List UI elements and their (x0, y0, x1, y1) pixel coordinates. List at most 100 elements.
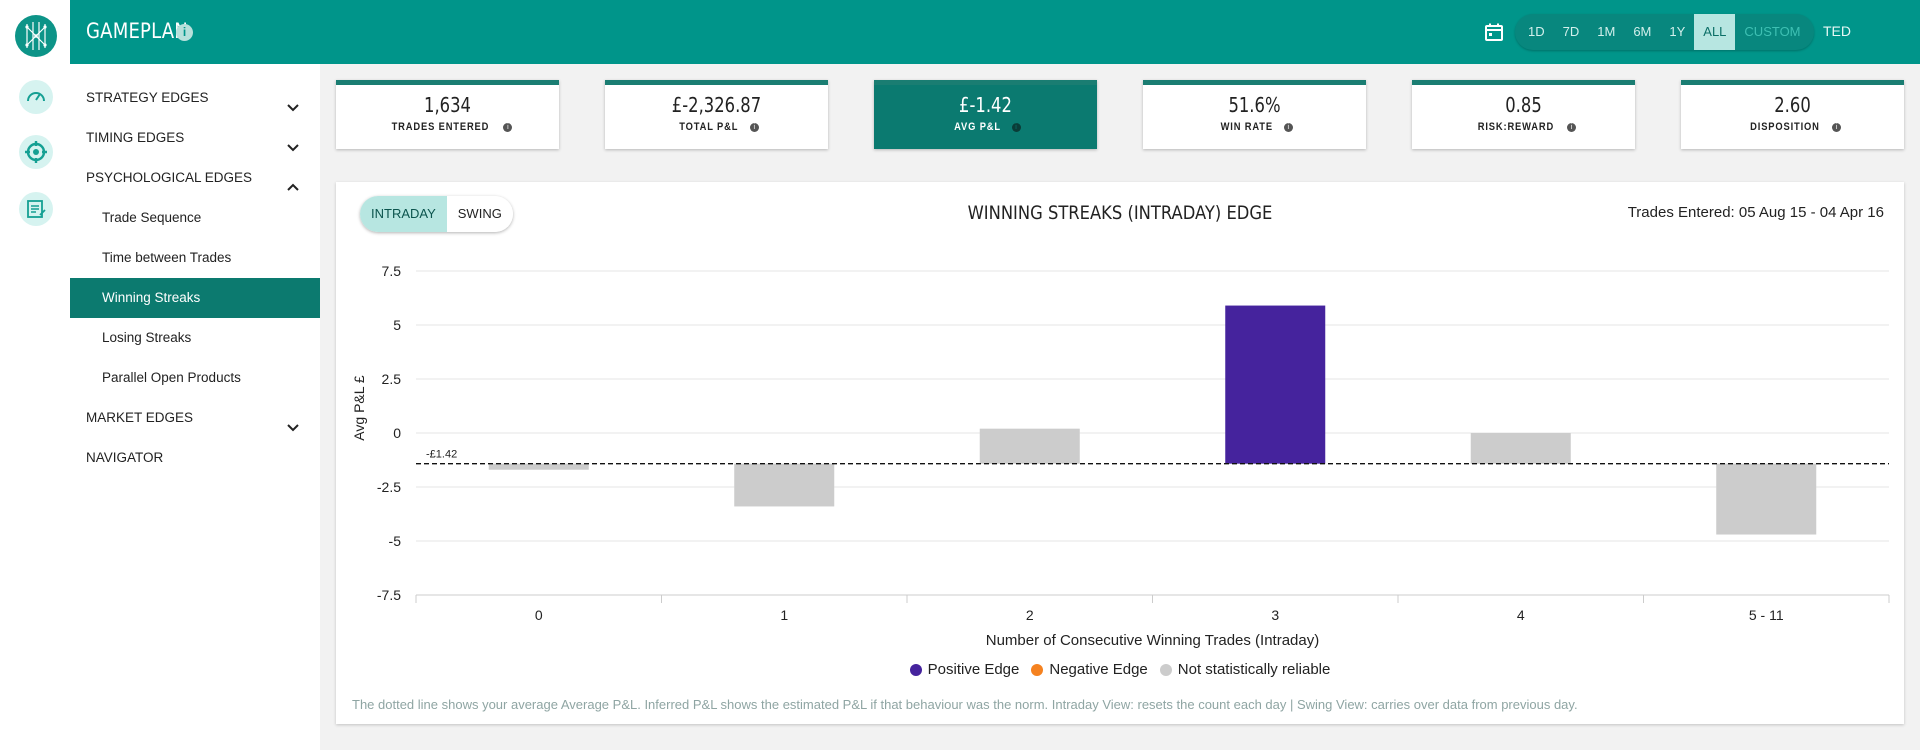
sidebar-item-trade-sequence[interactable]: Trade Sequence (70, 198, 320, 238)
sidebar-item-label: NAVIGATOR (86, 450, 164, 465)
range-all-button[interactable]: ALL (1694, 14, 1736, 50)
main-content: 1,634 TRADES ENTERED i £-2,326.87 TOTAL P&L i… (320, 64, 1920, 750)
y-tick-label: 2.5 (382, 371, 402, 387)
sidebar-item-label: TIMING EDGES (86, 130, 185, 145)
legend-label: Positive Edge (927, 661, 1020, 678)
info-icon[interactable]: i (176, 24, 193, 41)
view-toggle: INTRADAY SWING (360, 196, 513, 232)
date-range-selector: 1D 7D 1M 6M 1Y ALL CUSTOM (1515, 14, 1814, 50)
legend-item-negative[interactable]: Negative Edge (1031, 661, 1148, 678)
x-tick-label: 4 (1517, 607, 1525, 623)
info-icon[interactable]: i (503, 123, 513, 132)
sidebar-item-label: Time between Trades (102, 250, 232, 265)
app-title: GAMEPLAN (86, 19, 188, 43)
chevron-up-icon (286, 171, 300, 211)
icon-rail (0, 0, 70, 750)
bar (488, 463, 589, 470)
kpi-value: 2.60 (1774, 93, 1811, 117)
chart-panel: INTRADAY SWING WINNING STREAKS (INTRADAY)… (336, 182, 1904, 724)
toggle-swing-button[interactable]: SWING (446, 196, 513, 232)
kpi-card-disposition[interactable]: 2.60 DISPOSITION i (1681, 80, 1904, 149)
legend-dot (1031, 663, 1044, 676)
sidebar-item-psychological-edges[interactable]: PSYCHOLOGICAL EDGES (70, 158, 320, 198)
sidebar: STRATEGY EDGES TIMING EDGES PSYCHOLOGICAL … (70, 64, 320, 750)
bar (1470, 433, 1571, 464)
sidebar-item-label: Trade Sequence (102, 210, 202, 225)
y-tick-label: 7.5 (382, 263, 402, 279)
legend-label: Not statistically reliable (1177, 661, 1331, 678)
kpi-card-risk-reward[interactable]: 0.85 RISK:REWARD i (1412, 80, 1635, 149)
top-bar: GAMEPLAN i 1D 7D 1M 6M 1Y ALL CUSTOM TED (70, 0, 1920, 64)
chart-legend: Positive Edge Negative Edge Not statistica… (336, 661, 1904, 678)
info-icon[interactable]: i (1011, 123, 1021, 132)
sidebar-item-strategy-edges[interactable]: STRATEGY EDGES (70, 78, 320, 118)
kpi-label: AVG P&L (954, 121, 1002, 133)
kpi-label: RISK:REWARD (1477, 121, 1555, 133)
trades-entered-range: Trades Entered: 05 Aug 15 - 04 Apr 16 (1627, 204, 1884, 221)
y-tick-label: -7.5 (377, 587, 401, 603)
sidebar-item-navigator[interactable]: NAVIGATOR (70, 438, 320, 478)
info-icon[interactable]: i (1283, 123, 1293, 132)
range-7d-button[interactable]: 7D (1562, 24, 1580, 39)
bar-chart: 7.5 5 2.5 0 -2.5 -5 -7.5 0 1 2 3 4 5 - 11 -£1.42 Numbe… (351, 263, 1890, 649)
legend-item-unreliable[interactable]: Not statistically reliable (1159, 661, 1331, 678)
bar (1225, 305, 1326, 464)
edges-target-icon[interactable] (19, 135, 53, 169)
sidebar-item-parallel-open-products[interactable]: Parallel Open Products (70, 358, 320, 398)
sidebar-item-label: PSYCHOLOGICAL EDGES (86, 170, 253, 185)
legend-item-positive[interactable]: Positive Edge (909, 661, 1020, 678)
sidebar-item-winning-streaks[interactable]: Winning Streaks (70, 278, 320, 318)
toggle-intraday-button[interactable]: INTRADAY (360, 196, 447, 232)
sidebar-item-timing-edges[interactable]: TIMING EDGES (70, 118, 320, 158)
range-6m-button[interactable]: 6M (1633, 24, 1652, 39)
kpi-value: 0.85 (1505, 93, 1542, 117)
chart-title: WINNING STREAKS (INTRADAY) EDGE (967, 202, 1273, 224)
sidebar-item-label: Winning Streaks (102, 290, 201, 305)
legend-dot (1159, 663, 1172, 676)
user-menu[interactable]: TED (1823, 23, 1851, 39)
y-axis-title: Avg P&L £ (351, 375, 367, 441)
kpi-value: 51.6% (1228, 93, 1281, 117)
bar (1716, 463, 1817, 535)
chevron-down-icon (286, 411, 300, 451)
x-tick-label: 2 (1026, 607, 1034, 623)
range-custom-button[interactable]: CUSTOM (1744, 24, 1801, 39)
x-tick-label: 0 (535, 607, 543, 623)
x-axis-title: Number of Consecutive Winning Trades (In… (986, 632, 1319, 649)
range-1d-button[interactable]: 1D (1528, 24, 1545, 39)
gameplan-logo-icon[interactable] (15, 15, 57, 57)
kpi-label: WIN RATE (1220, 121, 1274, 133)
kpi-card-total-p-l[interactable]: £-2,326.87 TOTAL P&L i (605, 80, 828, 149)
x-tick-label: 3 (1271, 607, 1279, 623)
info-icon[interactable]: i (749, 123, 759, 132)
kpi-value: £-1.42 (959, 93, 1012, 117)
kpi-card-avg-p-l[interactable]: £-1.42 AVG P&L i (874, 80, 1097, 149)
kpi-card-trades-entered[interactable]: 1,634 TRADES ENTERED i (336, 80, 559, 149)
sidebar-item-label: MARKET EDGES (86, 410, 194, 425)
info-icon[interactable]: i (1566, 123, 1576, 132)
sidebar-item-label: Losing Streaks (102, 330, 192, 345)
bar (734, 463, 835, 507)
kpi-label: TOTAL P&L (679, 121, 739, 133)
chevron-down-icon (286, 91, 300, 131)
legend-dot (909, 663, 922, 676)
x-tick-label: 1 (780, 607, 788, 623)
bar (979, 428, 1080, 464)
dashboard-gauge-icon[interactable] (19, 80, 53, 114)
journal-list-icon[interactable] (19, 192, 53, 226)
calendar-icon[interactable] (1484, 22, 1504, 47)
range-1m-button[interactable]: 1M (1597, 24, 1616, 39)
chart-footnote: The dotted line shows your average Avera… (352, 697, 1578, 712)
range-1y-button[interactable]: 1Y (1669, 24, 1686, 39)
kpi-value: 1,634 (424, 93, 471, 117)
chevron-down-icon (286, 131, 300, 171)
kpi-card-win-rate[interactable]: 51.6% WIN RATE i (1143, 80, 1366, 149)
sidebar-item-time-between-trades[interactable]: Time between Trades (70, 238, 320, 278)
sidebar-item-market-edges[interactable]: MARKET EDGES (70, 398, 320, 438)
y-tick-label: 5 (393, 317, 401, 333)
sidebar-item-label: STRATEGY EDGES (86, 90, 209, 105)
kpi-label: TRADES ENTERED (391, 121, 489, 133)
sidebar-item-losing-streaks[interactable]: Losing Streaks (70, 318, 320, 358)
y-tick-label: -5 (389, 533, 402, 549)
info-icon[interactable]: i (1831, 123, 1841, 132)
